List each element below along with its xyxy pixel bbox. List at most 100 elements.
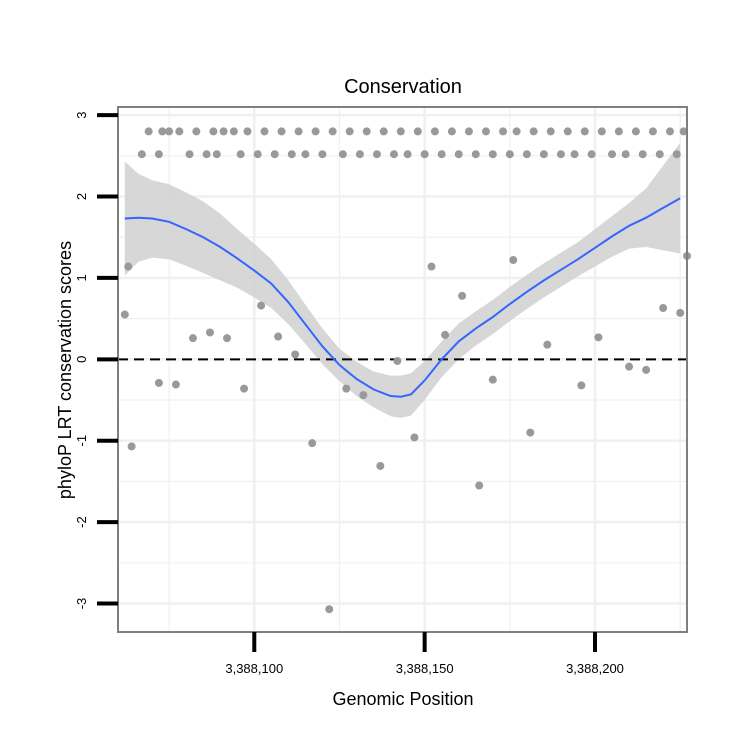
data-point — [410, 433, 419, 442]
data-point — [526, 428, 535, 437]
data-point — [556, 150, 565, 159]
data-point — [223, 334, 232, 343]
x-tick-label: 3,388,150 — [396, 661, 454, 676]
data-point — [192, 127, 201, 136]
data-point — [389, 150, 398, 159]
data-point — [127, 442, 136, 451]
data-point — [137, 150, 146, 159]
data-point — [124, 262, 133, 271]
data-point — [202, 150, 211, 159]
data-point — [597, 127, 606, 136]
data-point — [625, 362, 634, 371]
data-point — [475, 481, 484, 490]
data-point — [529, 127, 538, 136]
data-point — [260, 127, 269, 136]
data-point — [430, 127, 439, 136]
chart-title: Conservation — [344, 76, 462, 98]
data-point — [672, 150, 681, 159]
data-point — [655, 150, 664, 159]
data-point — [427, 262, 436, 271]
data-points — [120, 127, 691, 614]
data-point — [291, 350, 300, 359]
data-point — [413, 127, 422, 136]
data-point — [236, 150, 245, 159]
x-axis: 3,388,100 3,388,150 3,388,200 — [225, 632, 624, 676]
confidence-ribbon — [124, 142, 681, 418]
y-tick-label: 2 — [74, 193, 89, 200]
data-point — [294, 127, 303, 136]
data-point — [359, 391, 368, 400]
data-point — [563, 127, 572, 136]
data-point — [543, 340, 552, 349]
data-point — [587, 150, 596, 159]
data-point — [158, 127, 167, 136]
data-point — [458, 291, 467, 300]
data-point — [570, 150, 579, 159]
data-point — [325, 605, 334, 614]
data-point — [676, 308, 685, 317]
data-point — [188, 334, 197, 343]
data-point — [379, 127, 388, 136]
data-point — [594, 333, 603, 342]
data-point — [376, 461, 385, 470]
data-point — [648, 127, 657, 136]
data-point — [420, 150, 429, 159]
data-point — [441, 330, 450, 339]
data-point — [165, 127, 174, 136]
data-point — [345, 127, 354, 136]
y-tick-label: 3 — [74, 111, 89, 118]
data-point — [274, 332, 283, 341]
data-point — [185, 150, 194, 159]
y-tick-label: 0 — [74, 356, 89, 363]
y-tick-label: 1 — [74, 274, 89, 281]
data-point — [277, 127, 286, 136]
data-point — [338, 150, 347, 159]
data-point — [287, 150, 296, 159]
x-axis-label: Genomic Position — [332, 689, 473, 709]
data-point — [481, 127, 490, 136]
data-point — [243, 127, 252, 136]
ribbon-area — [124, 142, 681, 418]
data-point — [580, 127, 589, 136]
data-point — [464, 127, 473, 136]
data-point — [175, 127, 184, 136]
data-point — [205, 328, 214, 337]
data-point — [679, 127, 688, 136]
plot-border — [117, 106, 688, 633]
data-point — [212, 150, 221, 159]
data-point — [621, 150, 630, 159]
data-point — [372, 150, 381, 159]
data-point — [144, 127, 153, 136]
smooth-line — [124, 197, 681, 398]
data-point — [509, 256, 518, 265]
data-point — [665, 127, 674, 136]
data-point — [362, 127, 371, 136]
data-point — [454, 150, 463, 159]
plot-panel — [118, 107, 687, 632]
data-point — [209, 127, 218, 136]
data-point — [154, 150, 163, 159]
data-point — [355, 150, 364, 159]
y-axis: -3 -2 -1 0 1 2 3 — [74, 111, 118, 609]
data-point — [270, 150, 279, 159]
data-point — [219, 127, 228, 136]
data-point — [120, 310, 129, 319]
y-axis-label: phyloP LRT conservation scores — [55, 241, 75, 499]
data-point — [546, 127, 555, 136]
data-point — [328, 127, 337, 136]
data-point — [171, 380, 180, 389]
data-point — [471, 150, 480, 159]
data-point — [318, 150, 327, 159]
data-point — [342, 384, 351, 393]
data-point — [638, 150, 647, 159]
data-point — [240, 384, 249, 393]
y-tick-label: -3 — [74, 598, 89, 610]
data-point — [229, 127, 238, 136]
y-tick-label: -2 — [74, 516, 89, 528]
data-point — [447, 127, 456, 136]
x-tick-label: 3,388,100 — [225, 661, 283, 676]
data-point — [154, 378, 163, 387]
data-point — [311, 127, 320, 136]
data-point — [631, 127, 640, 136]
